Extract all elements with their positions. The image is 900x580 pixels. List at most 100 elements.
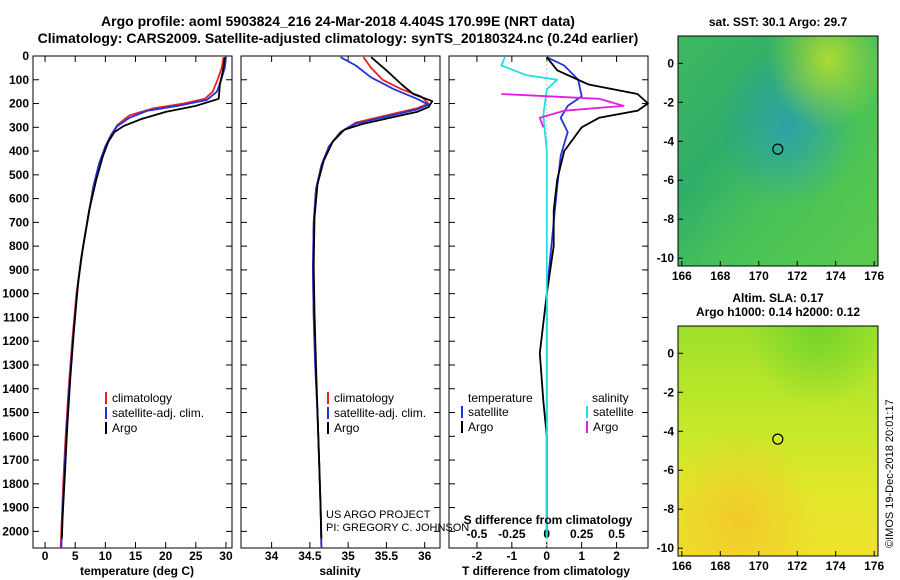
depth-tick-label: 1600 xyxy=(2,429,29,443)
depth-tick-label: 400 xyxy=(9,144,29,158)
temperature-panel: 0 5 10 15 20 25 30 xyxy=(32,55,233,563)
profile-location-marker xyxy=(772,143,784,155)
credit-line-2: PI: GREGORY C. JOHNSON xyxy=(326,522,469,534)
map-x-tick-label: 172 xyxy=(787,559,807,573)
s-diff-tick-label: 0.5 xyxy=(608,527,625,541)
depth-tick-label: 500 xyxy=(9,168,29,182)
legend-label-argo: Argo xyxy=(112,421,138,435)
title-line-1: Argo profile: aoml 5903824_216 24-Mar-20… xyxy=(101,13,575,29)
sst-map-title: sat. SST: 30.1 Argo: 29.7 xyxy=(709,15,848,29)
x-tick-label: 35 xyxy=(341,549,355,563)
map-x-tick-label: 170 xyxy=(749,269,769,283)
map-x-tick-label: 176 xyxy=(864,269,884,283)
map-y-tick-label: -8 xyxy=(663,502,674,516)
map-y-tick-label: -10 xyxy=(657,251,675,265)
x-tick-label: 34 xyxy=(265,549,279,563)
map-x-tick-label: 176 xyxy=(864,559,884,573)
legend-label-t-satellite: satellite xyxy=(468,405,509,419)
map-y-tick-label: -2 xyxy=(663,385,674,399)
salinity-panel: 34 34.5 35 35.5 36 xyxy=(240,55,441,563)
x-tick-label: 15 xyxy=(129,549,143,563)
legend-label-climatology: climatology xyxy=(334,391,394,405)
x-tick-label: 5 xyxy=(72,549,79,563)
depth-tick-label: 900 xyxy=(9,263,29,277)
map-y-tick-label: 0 xyxy=(667,346,674,360)
x-tick-label: 30 xyxy=(219,549,233,563)
sla-map-title-line-2: Argo h1000: 0.14 h2000: 0.12 xyxy=(696,305,860,319)
x-tick-label: 25 xyxy=(189,549,203,563)
depth-tick-label: 1800 xyxy=(2,477,29,491)
map-y-tick-label: -6 xyxy=(663,463,674,477)
x-tick-label: 36 xyxy=(418,549,432,563)
temperature-legend: climatology satellite-adj. clim. Argo xyxy=(105,391,204,435)
difference-legend: temperature satellite Argo salinity sate… xyxy=(461,391,634,434)
depth-tick-label: 800 xyxy=(9,239,29,253)
legend-label-argo: Argo xyxy=(334,421,360,435)
map-y-tick-label: 0 xyxy=(667,56,674,70)
series-line xyxy=(501,93,625,128)
sla-map: 166 168 170 172 174 176 0 -2 -4 -6 -8 -10 xyxy=(657,325,884,573)
depth-tick-label: 1500 xyxy=(2,406,29,420)
map-y-tick-label: -4 xyxy=(663,134,674,148)
salinity-legend: climatology satellite-adj. clim. Argo xyxy=(327,391,426,435)
legend-label-satellite: satellite-adj. clim. xyxy=(112,406,204,420)
depth-tick-label: 200 xyxy=(9,97,29,111)
x-tick-label: 0 xyxy=(543,549,550,563)
x-tick-label: 20 xyxy=(159,549,173,563)
profile-location-marker xyxy=(772,433,784,445)
depth-tick-label: 2000 xyxy=(2,524,29,538)
s-diff-tick-label: -0.5 xyxy=(467,527,488,541)
depth-axis: 0 100 200 300 400 500 600 700 800 900 1000 1100 1200… xyxy=(2,49,29,538)
x-tick-label: -1 xyxy=(507,549,518,563)
map-y-tick-label: -2 xyxy=(663,95,674,109)
temperature-axis-label: temperature (deg C) xyxy=(80,564,194,578)
depth-tick-label: 1400 xyxy=(2,382,29,396)
map-x-tick-label: 168 xyxy=(710,559,730,573)
series-line xyxy=(61,57,226,539)
x-tick-label: 34.5 xyxy=(298,549,322,563)
sla-map-title-line-1: Altim. SLA: 0.17 xyxy=(732,291,824,305)
legend-label-s-satellite: satellite xyxy=(593,405,634,419)
sla-map-low-patch xyxy=(678,326,878,556)
map-x-tick-label: 172 xyxy=(787,269,807,283)
map-x-tick-label: 174 xyxy=(826,559,846,573)
map-x-tick-label: 166 xyxy=(672,559,692,573)
x-tick-label: 35.5 xyxy=(375,549,399,563)
series-line xyxy=(500,56,559,539)
s-difference-axis-label: S difference from climatology xyxy=(464,513,633,527)
sla-map-frame xyxy=(677,325,879,557)
legend-title-salinity: salinity xyxy=(592,391,629,405)
legend-label-t-argo: Argo xyxy=(468,420,494,434)
depth-tick-label: 1200 xyxy=(2,334,29,348)
x-tick-label: 0 xyxy=(42,549,49,563)
sst-map-frame xyxy=(677,35,879,267)
legend-title-temperature: temperature xyxy=(468,391,533,405)
depth-tick-label: 300 xyxy=(9,120,29,134)
sst-map-warm-patch xyxy=(678,36,878,266)
series-line xyxy=(312,56,434,539)
t-difference-axis-label: T difference from climatology xyxy=(462,564,630,578)
series-line xyxy=(538,56,649,539)
difference-panel: -2 -1 0 1 2-0.5 -0.25 0 0.25 0.5 xyxy=(448,55,649,563)
map-y-tick-label: -6 xyxy=(663,173,674,187)
imos-stamp: ©IMOS 19-Dec-2018 20:01:17 xyxy=(884,399,896,548)
map-x-tick-label: 170 xyxy=(749,559,769,573)
sst-map: 166 168 170 172 174 176 0 -2 -4 -6 -8 -10 xyxy=(657,35,884,283)
salinity-axis-label: salinity xyxy=(319,564,361,578)
s-diff-tick-label: 0.25 xyxy=(570,527,594,541)
depth-tick-label: 100 xyxy=(9,73,29,87)
depth-tick-label: 1900 xyxy=(2,501,29,515)
map-y-tick-label: -4 xyxy=(663,424,674,438)
depth-tick-label: 1700 xyxy=(2,453,29,467)
x-tick-label: 1 xyxy=(578,549,585,563)
title-line-2: Climatology: CARS2009. Satellite-adjuste… xyxy=(38,30,639,46)
depth-tick-label: 1100 xyxy=(3,310,29,324)
depth-tick-label: 0 xyxy=(22,49,29,63)
legend-label-satellite: satellite-adj. clim. xyxy=(334,406,426,420)
map-y-tick-label: -10 xyxy=(657,541,675,555)
map-x-tick-label: 168 xyxy=(710,269,730,283)
map-x-tick-label: 174 xyxy=(826,269,846,283)
plot-frame xyxy=(240,55,441,549)
legend-label-climatology: climatology xyxy=(112,391,172,405)
